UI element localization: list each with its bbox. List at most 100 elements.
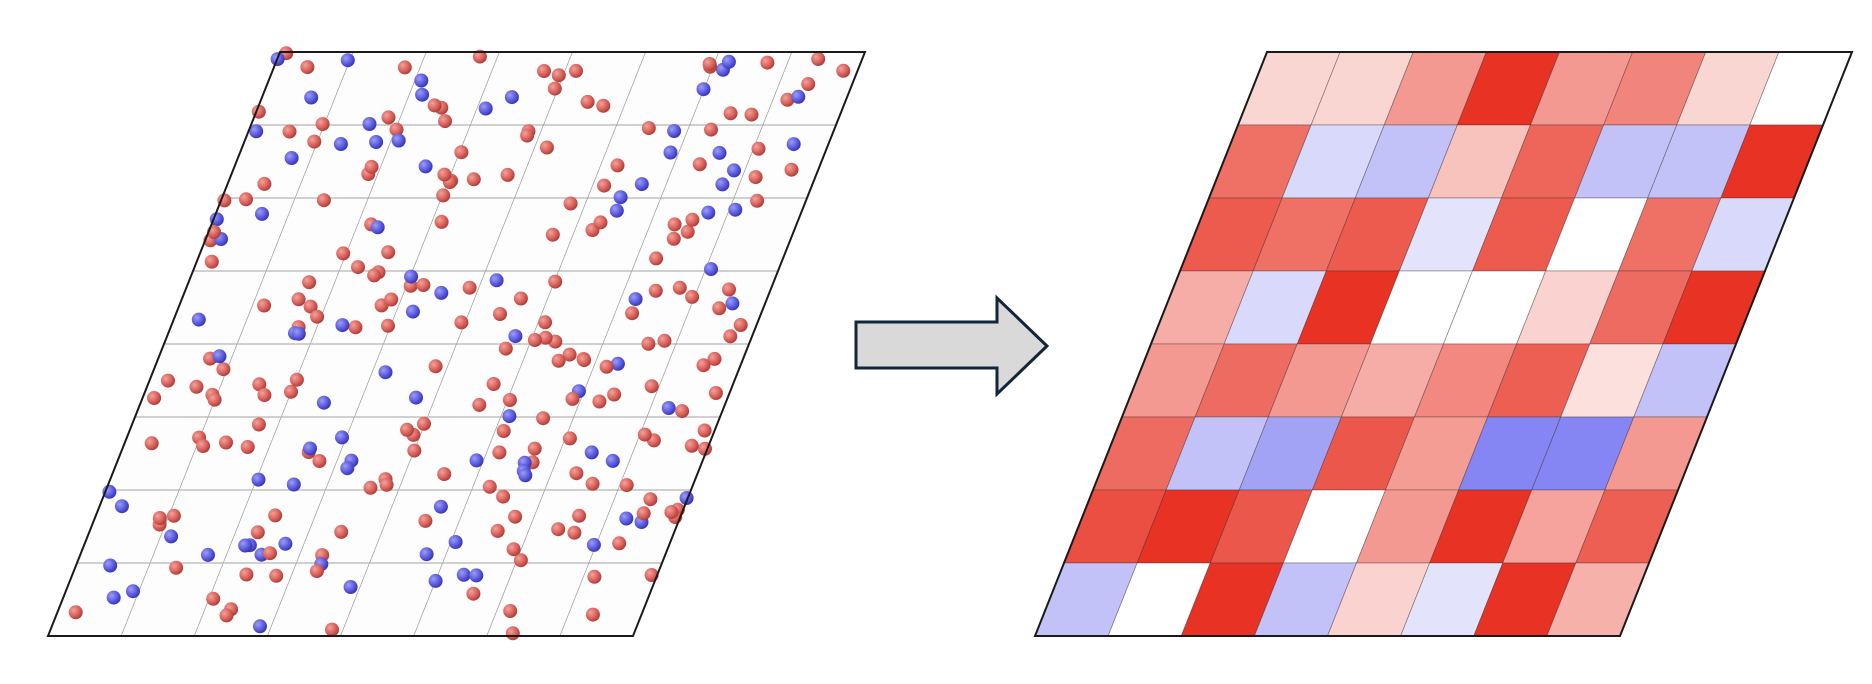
atom-blue xyxy=(405,304,420,319)
atom-blue xyxy=(370,220,385,235)
atom-red xyxy=(363,480,378,495)
right-arrow-icon xyxy=(854,294,1050,398)
atom-red xyxy=(733,318,748,332)
atom-red xyxy=(599,359,614,374)
atom-red xyxy=(269,568,284,583)
atomic-structure-panel xyxy=(46,46,867,641)
atom-red xyxy=(836,63,851,78)
atom-blue xyxy=(478,101,493,116)
atom-red xyxy=(381,110,396,125)
atom-red xyxy=(289,372,304,387)
atom-red xyxy=(336,246,351,261)
atom-red xyxy=(379,477,394,492)
atom-blue xyxy=(667,124,682,138)
atom-red xyxy=(565,391,580,406)
atom-red xyxy=(538,315,553,330)
atom-red xyxy=(239,192,253,207)
atom-red xyxy=(196,439,211,453)
atom-blue xyxy=(103,558,118,573)
atom-red xyxy=(462,280,477,295)
atom-red xyxy=(692,157,707,172)
atom-red xyxy=(563,196,578,211)
atom-blue xyxy=(502,409,517,424)
atom-red xyxy=(219,435,233,450)
atom-red xyxy=(537,64,551,78)
atom-red xyxy=(744,107,759,122)
atom-red xyxy=(496,424,511,438)
atom-red xyxy=(680,224,695,239)
atom-blue xyxy=(404,269,419,284)
atom-red xyxy=(685,212,700,227)
atom-blue xyxy=(701,205,716,220)
property-map-panel xyxy=(1033,51,1854,637)
atom-red xyxy=(204,254,219,269)
atom-blue xyxy=(255,206,269,221)
atom-blue xyxy=(316,395,331,410)
atom-blue xyxy=(201,547,215,562)
atom-red xyxy=(454,315,469,330)
atom-blue xyxy=(518,468,533,483)
atom-blue xyxy=(333,137,348,151)
atom-red xyxy=(664,505,679,520)
atom-red xyxy=(644,379,659,394)
atom-blue xyxy=(253,619,267,634)
atom-red xyxy=(548,274,563,289)
atom-red xyxy=(251,417,266,432)
atom-red xyxy=(263,546,277,561)
atom-red xyxy=(316,193,331,208)
atom-blue xyxy=(727,163,741,178)
atom-red xyxy=(217,193,232,208)
atom-blue xyxy=(164,529,179,544)
atom-red xyxy=(189,379,204,394)
atom-blue xyxy=(335,430,349,445)
atom-red xyxy=(520,128,535,143)
atom-blue xyxy=(609,203,624,218)
atom-red xyxy=(166,508,181,523)
atom-blue xyxy=(278,536,293,551)
atom-blue xyxy=(584,445,599,460)
atom-red xyxy=(784,162,799,177)
atom-blue xyxy=(303,441,317,456)
atom-blue xyxy=(721,54,736,69)
atom-red xyxy=(490,523,505,538)
atom-red xyxy=(257,388,272,403)
grid-line-vertical xyxy=(340,51,573,637)
atom-red xyxy=(641,336,656,351)
atom-red xyxy=(527,441,542,456)
atom-red xyxy=(593,215,608,230)
atom-red xyxy=(381,318,395,333)
atom-red xyxy=(493,307,507,321)
atom-red xyxy=(723,106,738,121)
heatmap-frame xyxy=(1033,51,1854,637)
atom-red xyxy=(309,564,324,579)
atom-red xyxy=(585,476,600,491)
atom-blue xyxy=(704,262,718,277)
atom-red xyxy=(252,377,267,392)
atom-red xyxy=(538,330,553,345)
atom-blue xyxy=(661,401,676,415)
atom-red xyxy=(625,306,640,321)
atom-red xyxy=(216,362,231,377)
atom-red xyxy=(500,167,515,182)
atom-blue xyxy=(434,285,449,300)
atom-red xyxy=(434,214,449,229)
atom-red xyxy=(418,513,433,528)
atom-blue xyxy=(786,137,801,152)
atom-blue xyxy=(619,511,634,526)
atom-red xyxy=(498,341,513,356)
atom-blue xyxy=(251,472,266,487)
atom-blue xyxy=(249,124,264,139)
atom-red xyxy=(291,292,306,307)
atom-red xyxy=(780,92,795,107)
atom-red xyxy=(240,440,255,454)
atom-red xyxy=(704,122,718,137)
atom-blue xyxy=(469,453,484,468)
atom-red xyxy=(551,522,566,537)
atom-red xyxy=(547,81,562,96)
atom-red xyxy=(503,604,518,618)
atom-red xyxy=(207,392,222,407)
atom-red xyxy=(284,384,298,399)
atom-blue xyxy=(343,580,358,594)
atom-red xyxy=(539,140,554,155)
supercell-frame xyxy=(46,51,867,637)
